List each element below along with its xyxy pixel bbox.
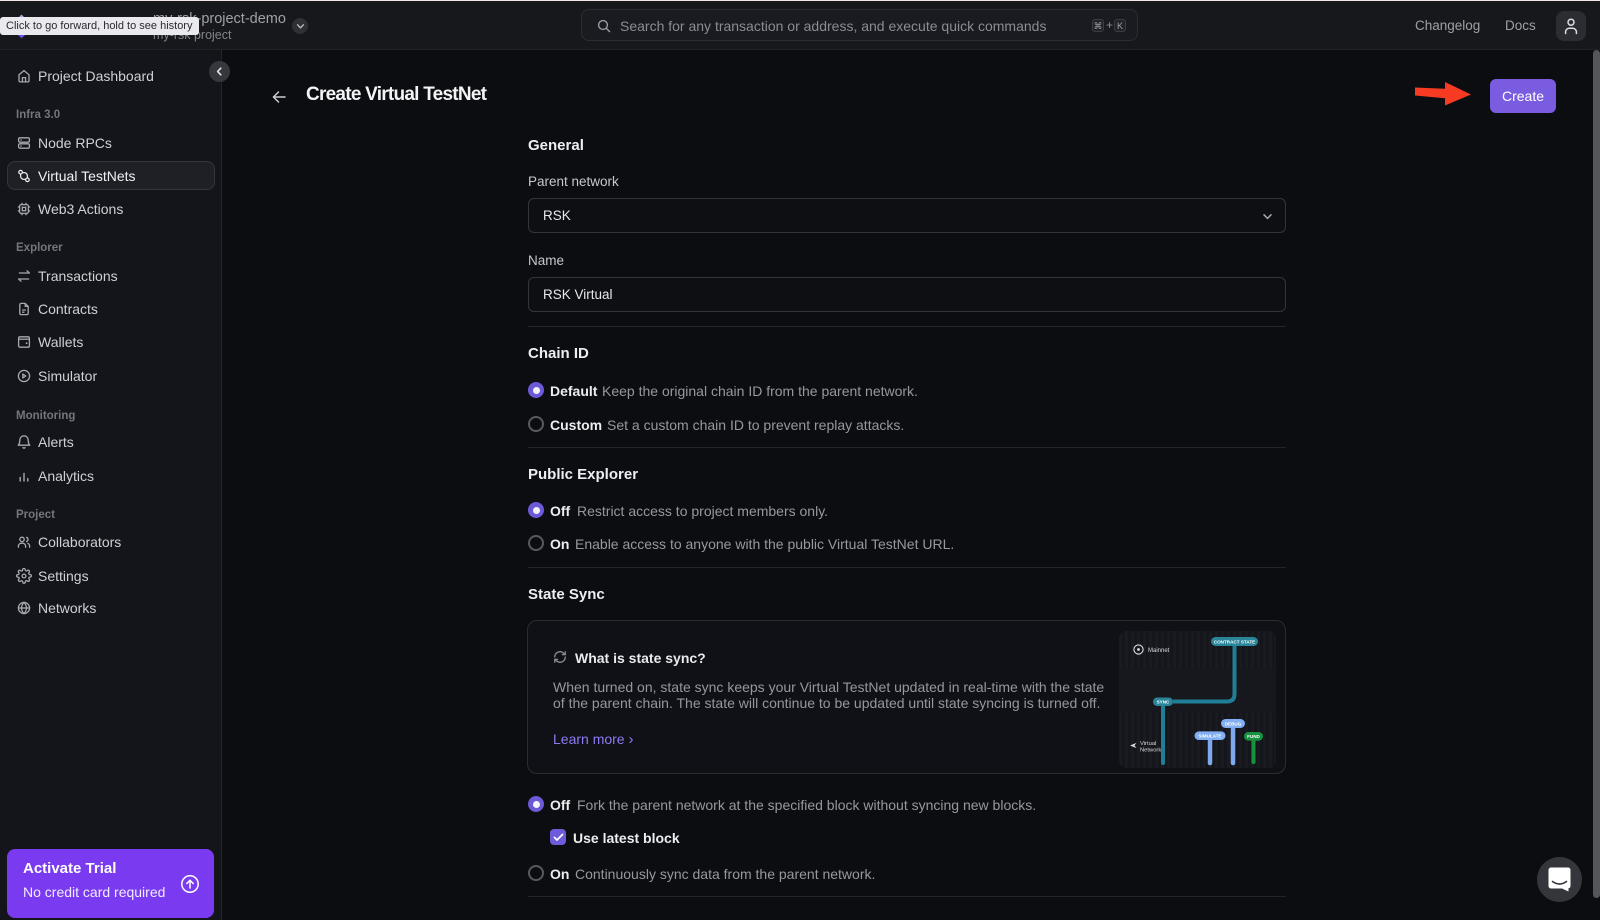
svg-text:Mainnet: Mainnet: [1148, 648, 1170, 654]
svg-text:SYNC: SYNC: [1157, 700, 1170, 705]
svg-text:CONTRACT STATE: CONTRACT STATE: [1214, 639, 1255, 644]
svg-text:SIMULATE: SIMULATE: [1198, 734, 1221, 739]
svg-text:Virtual: Virtual: [1140, 741, 1156, 747]
svg-text:Network: Network: [1140, 748, 1161, 754]
svg-text:FUND: FUND: [1247, 734, 1260, 739]
svg-text:DEBUG: DEBUG: [1225, 721, 1242, 726]
